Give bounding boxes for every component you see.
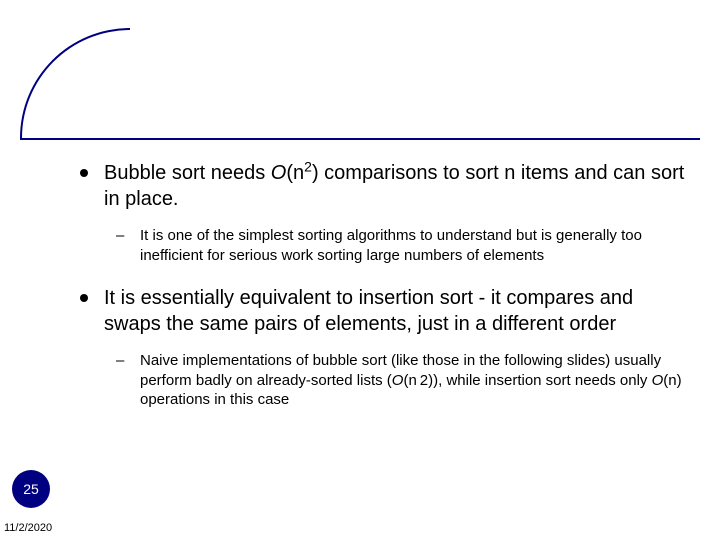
bullet-level-2: –It is one of the simplest sorting algor… bbox=[116, 226, 690, 265]
slide-number-badge: 25 bbox=[12, 470, 50, 508]
slide-date: 11/2/2020 bbox=[4, 522, 52, 534]
bullet-level-1: It is essentially equivalent to insertio… bbox=[80, 285, 690, 337]
bullet-dash-icon: – bbox=[116, 226, 126, 265]
bullet-subtext: It is one of the simplest sorting algori… bbox=[140, 226, 690, 265]
slide-number-text: 25 bbox=[23, 481, 39, 497]
bullet-dot-icon bbox=[80, 169, 88, 177]
bullet-text: Bubble sort needs O(n2) comparisons to s… bbox=[104, 160, 690, 212]
header-divider bbox=[20, 138, 700, 140]
slide-content: Bubble sort needs O(n2) comparisons to s… bbox=[80, 160, 690, 430]
bullet-level-1: Bubble sort needs O(n2) comparisons to s… bbox=[80, 160, 690, 212]
bullet-subtext: Naive implementations of bubble sort (li… bbox=[140, 351, 690, 410]
header-hook-decoration bbox=[20, 28, 130, 138]
bullet-dash-icon: – bbox=[116, 351, 126, 410]
bullet-level-2: –Naive implementations of bubble sort (l… bbox=[116, 351, 690, 410]
bullet-dot-icon bbox=[80, 294, 88, 302]
bullet-text: It is essentially equivalent to insertio… bbox=[104, 285, 690, 337]
